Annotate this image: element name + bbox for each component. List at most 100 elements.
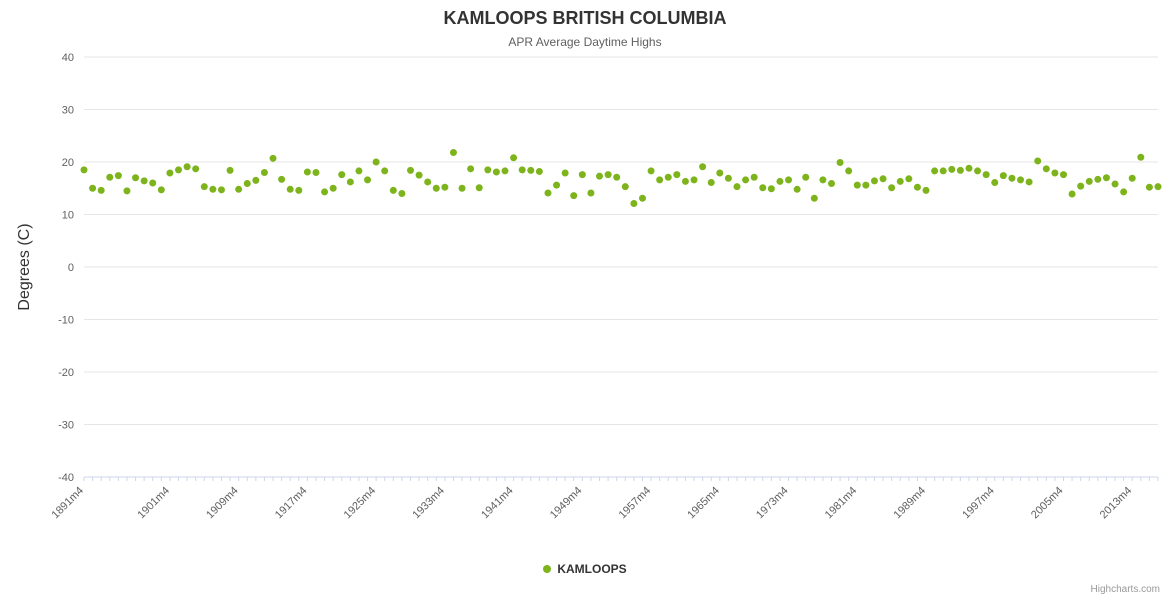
data-point[interactable]	[1137, 153, 1145, 161]
data-point[interactable]	[149, 179, 157, 187]
data-point[interactable]	[449, 149, 457, 157]
data-point[interactable]	[621, 183, 629, 191]
data-point[interactable]	[132, 174, 140, 182]
data-point[interactable]	[750, 173, 758, 181]
data-point[interactable]	[484, 166, 492, 174]
data-point[interactable]	[956, 166, 964, 174]
data-point[interactable]	[596, 172, 604, 180]
data-point[interactable]	[389, 186, 397, 194]
data-point[interactable]	[501, 167, 509, 175]
data-point[interactable]	[776, 177, 784, 185]
data-point[interactable]	[570, 192, 578, 200]
data-point[interactable]	[974, 167, 982, 175]
data-point[interactable]	[303, 168, 311, 176]
data-point[interactable]	[1059, 171, 1067, 179]
data-point[interactable]	[767, 185, 775, 193]
data-point[interactable]	[1094, 175, 1102, 183]
data-point[interactable]	[630, 199, 638, 207]
data-point[interactable]	[664, 173, 672, 181]
data-point[interactable]	[544, 189, 552, 197]
data-point[interactable]	[553, 181, 561, 189]
data-point[interactable]	[406, 166, 414, 174]
data-point[interactable]	[785, 176, 793, 184]
data-point[interactable]	[364, 176, 372, 184]
data-point[interactable]	[235, 185, 243, 193]
data-point[interactable]	[982, 171, 990, 179]
data-point[interactable]	[329, 184, 337, 192]
data-point[interactable]	[1154, 183, 1162, 191]
data-point[interactable]	[372, 158, 380, 166]
data-point[interactable]	[810, 194, 818, 202]
data-point[interactable]	[123, 187, 131, 195]
data-point[interactable]	[510, 154, 518, 162]
data-point[interactable]	[922, 186, 930, 194]
data-point[interactable]	[381, 167, 389, 175]
data-point[interactable]	[355, 167, 363, 175]
data-point[interactable]	[346, 178, 354, 186]
data-point[interactable]	[1068, 190, 1076, 198]
data-point[interactable]	[699, 163, 707, 171]
data-point[interactable]	[183, 163, 191, 171]
data-point[interactable]	[888, 184, 896, 192]
data-point[interactable]	[613, 173, 621, 181]
data-point[interactable]	[793, 185, 801, 193]
data-point[interactable]	[106, 173, 114, 181]
data-point[interactable]	[836, 159, 844, 167]
data-point[interactable]	[140, 177, 148, 185]
data-point[interactable]	[535, 167, 543, 175]
data-point[interactable]	[716, 169, 724, 177]
data-point[interactable]	[879, 175, 887, 183]
data-point[interactable]	[870, 177, 878, 185]
data-point[interactable]	[80, 166, 88, 174]
data-point[interactable]	[845, 167, 853, 175]
data-point[interactable]	[226, 166, 234, 174]
data-point[interactable]	[578, 171, 586, 179]
data-point[interactable]	[209, 185, 217, 193]
data-point[interactable]	[802, 173, 810, 181]
data-point[interactable]	[269, 154, 277, 162]
data-point[interactable]	[192, 165, 200, 173]
data-point[interactable]	[948, 165, 956, 173]
data-point[interactable]	[518, 166, 526, 174]
data-point[interactable]	[742, 176, 750, 184]
data-point[interactable]	[1120, 188, 1128, 196]
data-point[interactable]	[157, 186, 165, 194]
data-point[interactable]	[89, 184, 97, 192]
data-point[interactable]	[441, 183, 449, 191]
data-point[interactable]	[1111, 180, 1119, 188]
data-point[interactable]	[1051, 169, 1059, 177]
data-point[interactable]	[931, 167, 939, 175]
credits-link[interactable]: Highcharts.com	[1090, 584, 1160, 595]
data-point[interactable]	[1017, 176, 1025, 184]
data-point[interactable]	[862, 181, 870, 189]
data-point[interactable]	[321, 188, 329, 196]
data-point[interactable]	[217, 186, 225, 194]
data-point[interactable]	[604, 171, 612, 179]
data-point[interactable]	[561, 169, 569, 177]
legend-item-kamloops[interactable]: KAMLOOPS	[543, 562, 627, 576]
data-point[interactable]	[647, 167, 655, 175]
data-point[interactable]	[707, 178, 715, 186]
data-point[interactable]	[1102, 174, 1110, 182]
data-point[interactable]	[260, 169, 268, 176]
data-point[interactable]	[475, 184, 483, 192]
data-point[interactable]	[114, 172, 122, 180]
data-point[interactable]	[175, 166, 183, 174]
data-point[interactable]	[166, 169, 174, 177]
data-point[interactable]	[905, 175, 913, 183]
data-point[interactable]	[1025, 178, 1033, 186]
data-point[interactable]	[939, 167, 947, 175]
data-point[interactable]	[312, 169, 320, 176]
data-point[interactable]	[1042, 165, 1050, 173]
data-point[interactable]	[673, 171, 681, 179]
data-point[interactable]	[656, 176, 664, 184]
data-point[interactable]	[733, 183, 741, 191]
data-point[interactable]	[432, 184, 440, 192]
data-point[interactable]	[338, 171, 346, 179]
data-point[interactable]	[828, 180, 836, 188]
data-point[interactable]	[200, 183, 208, 191]
data-point[interactable]	[1008, 174, 1016, 182]
data-point[interactable]	[681, 177, 689, 185]
data-point[interactable]	[1128, 174, 1136, 182]
data-point[interactable]	[896, 177, 904, 185]
